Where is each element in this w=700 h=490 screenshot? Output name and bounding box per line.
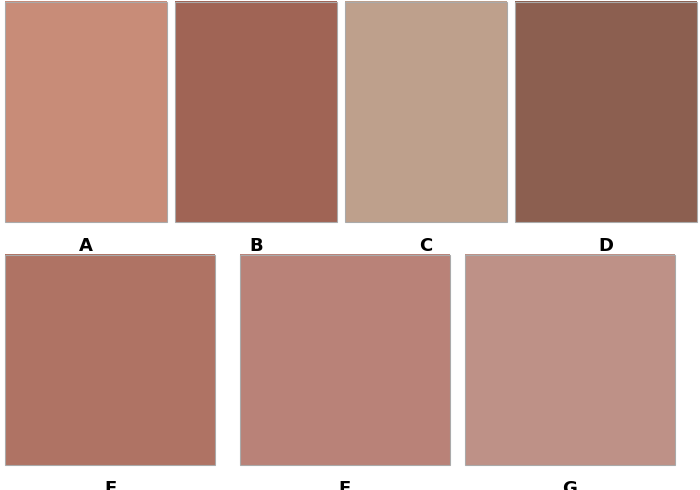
Bar: [240, 255, 450, 465]
Bar: [515, 2, 697, 222]
Bar: [5, 255, 215, 465]
Text: A: A: [79, 237, 93, 255]
Bar: [465, 255, 675, 465]
Text: C: C: [419, 237, 433, 255]
Text: B: B: [249, 237, 262, 255]
Bar: [5, 2, 167, 222]
Text: F: F: [339, 480, 351, 490]
Bar: [345, 2, 507, 222]
Text: E: E: [104, 480, 116, 490]
Text: G: G: [563, 480, 578, 490]
Bar: [175, 2, 337, 222]
Text: D: D: [598, 237, 613, 255]
